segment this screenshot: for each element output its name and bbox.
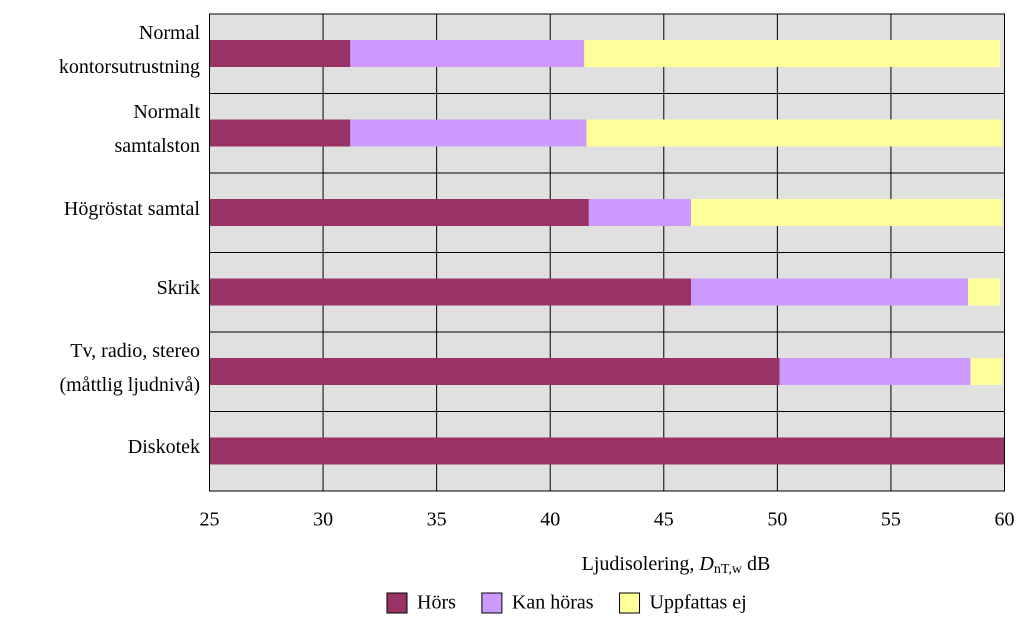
- x-tick-label: 25: [200, 509, 220, 531]
- legend-label: Hörs: [417, 592, 456, 614]
- x-tick-label: 30: [313, 509, 333, 531]
- plot-area: [209, 14, 1005, 491]
- legend-swatch: [386, 592, 408, 614]
- bar-segment: [968, 278, 1000, 306]
- bar-segment: [588, 199, 692, 226]
- bar-segment: [586, 119, 1003, 147]
- bar-segment: [209, 119, 351, 147]
- legend-label: Uppfattas ej: [650, 592, 747, 614]
- x-label-text: Ljudisolering,: [582, 553, 700, 575]
- y-tick-label: Tv, radio, stereo (måttlig ljudnivå): [59, 339, 200, 396]
- bar-segment: [691, 199, 1003, 226]
- bar-segment: [209, 199, 589, 226]
- x-label-symbol: D: [698, 553, 714, 575]
- y-tick-label: Normalt samtalston: [114, 101, 200, 157]
- plot-border: [209, 13, 1005, 492]
- x-tick-label: 60: [995, 509, 1015, 531]
- bar-segment: [209, 278, 692, 306]
- x-tick-label: 40: [540, 509, 560, 531]
- legend-swatch: [619, 592, 641, 614]
- x-tick-label: 35: [427, 509, 447, 531]
- y-tick-label: Normal kontorsutrustning: [58, 21, 200, 78]
- bar-segment: [584, 40, 1000, 67]
- legend-label: Kan höras: [512, 592, 594, 614]
- legend-swatch: [481, 592, 503, 614]
- bar-segment: [779, 358, 971, 385]
- bar-segment: [209, 437, 1005, 465]
- x-label-subscript: nT,w: [714, 562, 743, 577]
- bar-segment: [209, 358, 780, 385]
- bar-segment: [209, 40, 351, 67]
- x-tick-label: 50: [767, 509, 787, 531]
- x-tick-label: 45: [654, 509, 674, 531]
- bar-segment: [350, 40, 585, 67]
- bar-segment: [350, 119, 587, 147]
- x-tick-label: 55: [881, 509, 901, 531]
- x-axis-label: Ljudisolering, DnT,w dB: [582, 553, 771, 578]
- x-label-unit: dB: [742, 553, 770, 575]
- bar-segment: [691, 278, 969, 306]
- legend: Hörs Kan höras Uppfattas ej: [386, 592, 747, 614]
- bar-segment: [970, 358, 1003, 385]
- y-tick-label: Skrik: [156, 277, 200, 299]
- y-tick-label: Diskotek: [127, 436, 200, 458]
- y-tick-label: Högröstat samtal: [63, 197, 200, 220]
